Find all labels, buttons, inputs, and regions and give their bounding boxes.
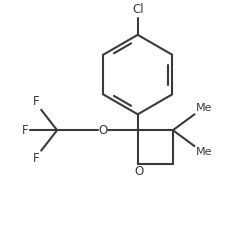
Text: F: F	[33, 95, 39, 108]
Text: Cl: Cl	[131, 3, 143, 16]
Text: O: O	[134, 165, 143, 178]
Text: Me: Me	[195, 147, 211, 157]
Text: Me: Me	[195, 103, 211, 113]
Text: O: O	[98, 124, 107, 137]
Text: F: F	[21, 124, 28, 137]
Text: F: F	[33, 152, 39, 165]
